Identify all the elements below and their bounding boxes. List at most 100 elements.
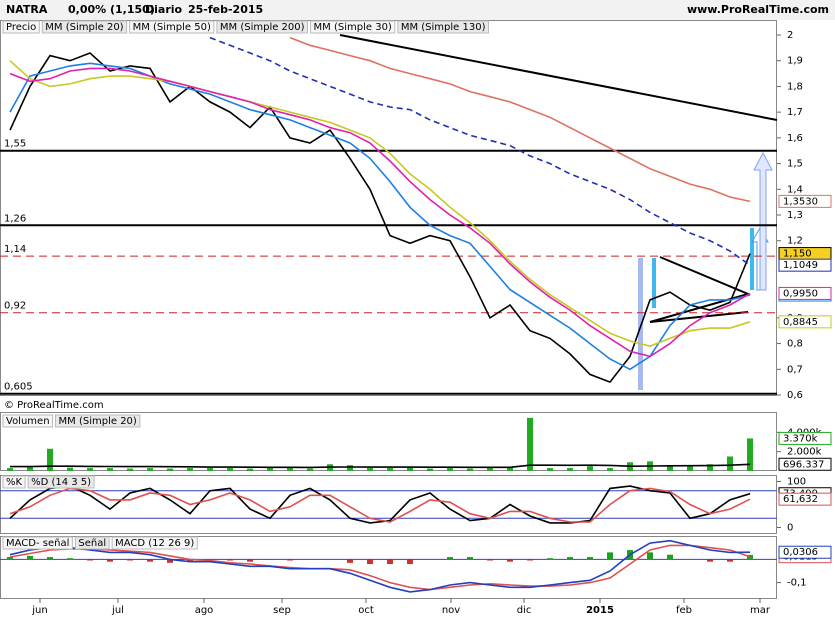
value-tag-label: 1,1049	[783, 260, 818, 271]
value-tag-label: 3.370k	[783, 433, 818, 444]
y-tick-label: 100	[787, 477, 806, 488]
bar	[347, 465, 353, 471]
bar	[87, 559, 93, 561]
bar	[27, 467, 33, 471]
y-tick-label: 1,8	[787, 81, 803, 92]
series-line	[9, 539, 751, 593]
value-tag	[778, 457, 832, 471]
legend-entry: MM (Simple 130)	[401, 22, 486, 33]
value-tag	[778, 492, 832, 506]
legend-box	[2, 20, 40, 34]
bar	[167, 468, 173, 471]
header-bar	[0, 0, 835, 20]
bar	[307, 559, 313, 560]
legend-entry: Precio	[6, 22, 36, 33]
x-tick-label: 2015	[586, 605, 614, 616]
legend-entry: MM (Simple 200)	[220, 22, 305, 33]
y-tick-label: 0,8	[787, 339, 803, 350]
bar	[7, 468, 13, 471]
x-tick-label: jul	[111, 605, 124, 616]
x-tick-label: mar	[750, 605, 771, 616]
bar	[667, 554, 673, 560]
bar	[347, 559, 353, 563]
bar	[747, 438, 753, 471]
bar	[247, 468, 253, 471]
bar	[127, 559, 133, 561]
period: Diario	[145, 3, 183, 16]
bar	[387, 468, 393, 471]
y-tick-label: 1,6	[787, 133, 803, 144]
legend-entry: MM (Simple 20)	[45, 22, 123, 33]
bar	[567, 468, 573, 471]
bar	[607, 552, 613, 560]
legend-box	[216, 20, 309, 34]
bar	[167, 559, 173, 563]
bar	[427, 559, 433, 560]
y-tick-label: 2	[787, 30, 793, 41]
bar	[227, 468, 233, 471]
value-tag	[778, 315, 832, 329]
legend-entry: Volumen	[6, 416, 50, 427]
ticker: NATRA	[6, 3, 48, 16]
triangle-base	[649, 311, 749, 323]
x-tick-label: sep	[273, 605, 291, 616]
series-line	[9, 485, 751, 524]
value-tag-label: 1,3530	[783, 196, 818, 207]
value-tag	[778, 258, 832, 272]
level-label: 0,605	[4, 382, 33, 393]
arrow	[753, 151, 773, 291]
legend-box	[111, 536, 198, 550]
legend-box	[27, 475, 95, 489]
bar	[67, 467, 73, 471]
value-tag-label: 0,8845	[783, 317, 818, 328]
bar	[327, 559, 333, 560]
bar	[147, 559, 153, 562]
legend-box	[41, 20, 128, 34]
x-tick-label: dic	[517, 605, 532, 616]
bar	[587, 557, 593, 560]
legend-entry: %K	[6, 477, 23, 488]
x-tick-label: nov	[442, 605, 460, 616]
bar	[587, 466, 593, 471]
bar	[207, 468, 213, 471]
bar	[367, 559, 373, 565]
series-line	[10, 463, 751, 469]
legend-box	[310, 20, 396, 34]
annotations	[339, 34, 778, 390]
bar	[87, 468, 93, 471]
y-tick-label: 0,7	[787, 364, 803, 375]
bar	[407, 467, 413, 471]
bar	[607, 468, 613, 471]
bar	[27, 555, 33, 560]
trend-line	[339, 34, 778, 121]
legend-entry: %D (14 3 5)	[31, 477, 91, 488]
bar	[547, 468, 553, 471]
bar	[147, 468, 153, 471]
value-tag-label: 1,150	[783, 249, 812, 260]
y-tick-label: 0	[787, 522, 793, 533]
bar	[727, 559, 733, 562]
legend-box	[2, 536, 73, 550]
y-tick-label: 1,4	[787, 184, 803, 195]
y-tick-label: 1,7	[787, 107, 803, 118]
bar	[487, 559, 493, 561]
bar	[547, 558, 553, 560]
level-label: 1,14	[4, 244, 26, 255]
bar	[687, 466, 693, 471]
value-tag	[778, 286, 832, 300]
series-line	[9, 62, 751, 371]
stochastic-frame	[0, 475, 777, 534]
bar	[367, 468, 373, 471]
bar	[507, 467, 513, 471]
bar	[67, 558, 73, 560]
bar	[407, 559, 413, 565]
bar	[647, 552, 653, 560]
y-tick-label: -0,1	[787, 578, 807, 589]
bar	[187, 559, 193, 562]
y-tick-label: 1,2	[787, 236, 803, 247]
legend-box	[74, 536, 110, 550]
source: www.ProRealTime.com	[687, 3, 829, 16]
value-tag-label: 61,632	[783, 494, 818, 505]
bar	[287, 559, 293, 561]
